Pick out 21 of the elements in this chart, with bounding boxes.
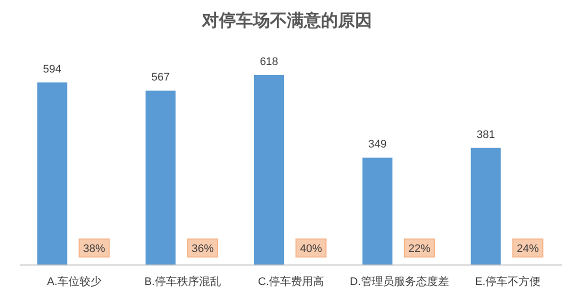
- data-label: 567: [151, 72, 170, 84]
- data-label: 594: [43, 63, 62, 76]
- chart-title: 对停车场不满意的原因: [201, 11, 372, 30]
- annotation: 36%: [192, 243, 214, 255]
- data-label: 618: [260, 56, 278, 68]
- bar: [146, 90, 176, 265]
- x-tick-label: C.停车费用高: [258, 275, 324, 288]
- data-label: 349: [368, 138, 387, 151]
- bar: [37, 82, 68, 265]
- annotation: 24%: [516, 243, 540, 255]
- annotation: 38%: [83, 243, 106, 255]
- annotation: 22%: [408, 243, 431, 255]
- data-label: 381: [476, 128, 495, 141]
- x-tick-label: E.停车不方便: [475, 275, 541, 288]
- bar: [362, 158, 392, 265]
- bar: [254, 75, 284, 265]
- annotation: 40%: [300, 243, 322, 255]
- x-tick-label: B.停车秩序混乱: [144, 275, 221, 288]
- x-tick-label: D.管理员服务态度差: [350, 275, 449, 288]
- x-tick-label: A.车位较少: [46, 275, 102, 288]
- bar: [470, 148, 501, 265]
